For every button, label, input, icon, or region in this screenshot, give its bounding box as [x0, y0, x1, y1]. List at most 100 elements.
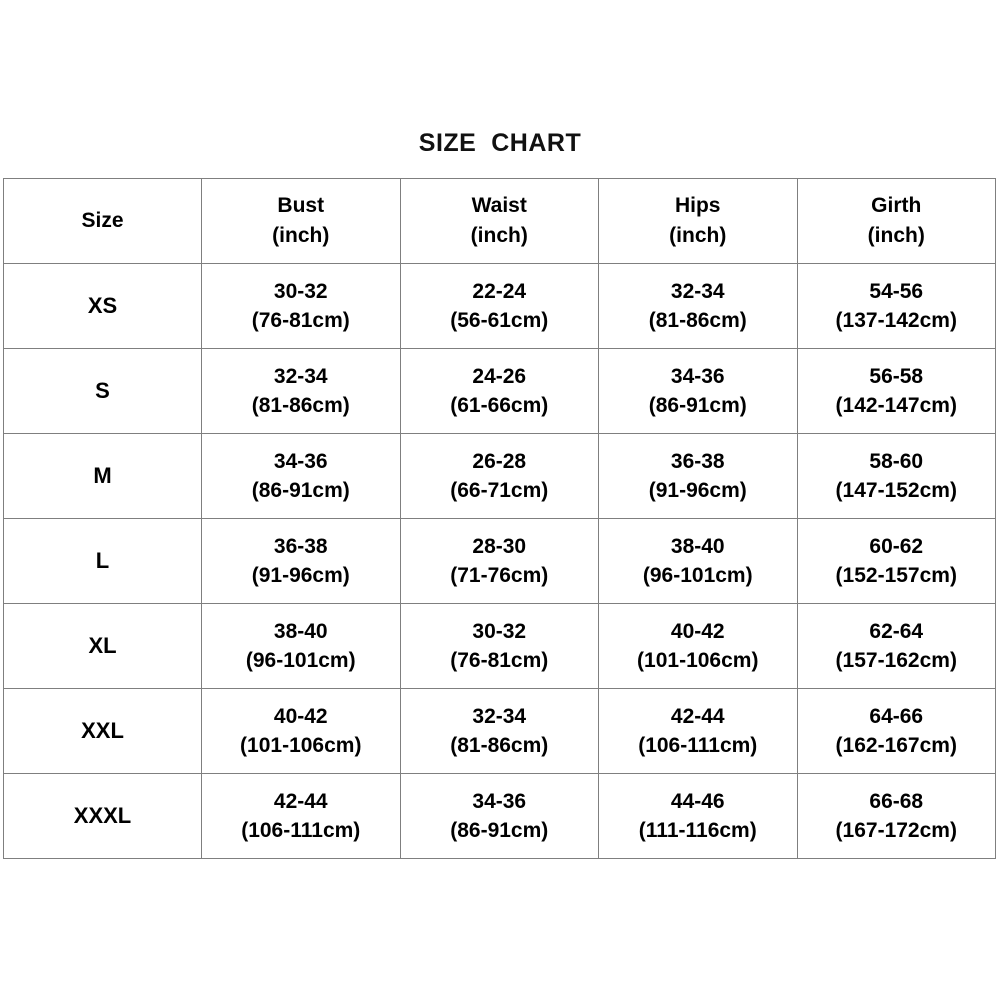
waist-inch: 34-36 [472, 790, 527, 813]
cell-girth: 54-56 (137-142cm) [796, 263, 996, 349]
cell-waist: 32-34 (81-86cm) [399, 688, 599, 774]
waist-cm: (61-66cm) [450, 394, 549, 417]
girth-inch: 66-68 [869, 790, 924, 813]
cell-girth: 60-62 (152-157cm) [796, 518, 996, 604]
column-header-girth-label: Girth [871, 194, 922, 217]
column-header-waist-label: Waist [471, 194, 527, 217]
hips-inch: 36-38 [670, 450, 725, 473]
cell-bust: 40-42 (101-106cm) [201, 688, 401, 774]
size-label: L [95, 548, 110, 573]
girth-cm: (157-162cm) [835, 649, 957, 672]
size-label: XL [88, 633, 117, 658]
girth-cm: (152-157cm) [835, 564, 957, 587]
column-header-size-label: Size [81, 209, 124, 232]
girth-cm: (162-167cm) [835, 734, 957, 757]
waist-inch: 22-24 [472, 280, 527, 303]
waist-cm: (71-76cm) [450, 564, 549, 587]
hips-cm: (86-91cm) [648, 394, 747, 417]
column-header-hips-label: Hips [674, 194, 721, 217]
cell-size: L [3, 518, 202, 604]
hips-inch: 34-36 [670, 365, 725, 388]
cell-hips: 38-40 (96-101cm) [598, 518, 798, 604]
table-row: M 34-36 (86-91cm) 26-28 (66-71cm) 36-38 … [3, 433, 996, 519]
bust-cm: (106-111cm) [241, 819, 361, 842]
bust-cm: (81-86cm) [251, 394, 350, 417]
column-header-bust-unit: (inch) [272, 224, 330, 247]
waist-cm: (76-81cm) [450, 649, 549, 672]
cell-hips: 34-36 (86-91cm) [598, 348, 798, 434]
column-header-hips: Hips (inch) [598, 178, 798, 264]
hips-inch: 32-34 [670, 280, 725, 303]
waist-cm: (56-61cm) [450, 309, 549, 332]
waist-cm: (86-91cm) [450, 819, 549, 842]
size-label: XXL [81, 718, 124, 743]
column-header-waist-unit: (inch) [470, 224, 528, 247]
girth-cm: (167-172cm) [835, 819, 957, 842]
table-header-row: Size Bust (inch) Waist (inch) Hips (inch… [3, 178, 996, 264]
waist-inch: 26-28 [472, 450, 527, 473]
table-row: XXL 40-42 (101-106cm) 32-34 (81-86cm) 42… [3, 688, 996, 774]
column-header-size: Size [3, 178, 202, 264]
table-row: L 36-38 (91-96cm) 28-30 (71-76cm) 38-40 … [3, 518, 996, 604]
cell-waist: 34-36 (86-91cm) [399, 773, 599, 859]
girth-cm: (142-147cm) [835, 394, 957, 417]
cell-size: M [3, 433, 202, 519]
column-header-bust-label: Bust [277, 194, 325, 217]
girth-cm: (137-142cm) [835, 309, 957, 332]
bust-cm: (86-91cm) [251, 479, 350, 502]
cell-bust: 30-32 (76-81cm) [201, 263, 401, 349]
cell-size: S [3, 348, 202, 434]
cell-hips: 36-38 (91-96cm) [598, 433, 798, 519]
girth-inch: 62-64 [869, 620, 924, 643]
column-header-bust: Bust (inch) [201, 178, 401, 264]
column-header-hips-unit: (inch) [669, 224, 727, 247]
cell-hips: 42-44 (106-111cm) [598, 688, 798, 774]
cell-girth: 58-60 (147-152cm) [796, 433, 996, 519]
table-row: XL 38-40 (96-101cm) 30-32 (76-81cm) 40-4… [3, 603, 996, 689]
girth-inch: 64-66 [869, 705, 924, 728]
hips-inch: 38-40 [670, 535, 725, 558]
hips-cm: (81-86cm) [648, 309, 747, 332]
cell-hips: 44-46 (111-116cm) [598, 773, 798, 859]
size-chart-table: Size Bust (inch) Waist (inch) Hips (inch… [3, 178, 996, 859]
column-header-waist: Waist (inch) [399, 178, 599, 264]
bust-inch: 32-34 [273, 365, 328, 388]
waist-cm: (81-86cm) [450, 734, 549, 757]
cell-bust: 36-38 (91-96cm) [201, 518, 401, 604]
cell-bust: 38-40 (96-101cm) [201, 603, 401, 689]
bust-inch: 36-38 [273, 535, 328, 558]
hips-cm: (96-101cm) [642, 564, 753, 587]
girth-cm: (147-152cm) [835, 479, 957, 502]
cell-bust: 42-44 (106-111cm) [201, 773, 401, 859]
waist-inch: 28-30 [472, 535, 527, 558]
hips-inch: 42-44 [670, 705, 725, 728]
size-label: XS [87, 293, 118, 318]
hips-cm: (101-106cm) [637, 649, 759, 672]
cell-hips: 40-42 (101-106cm) [598, 603, 798, 689]
hips-inch: 40-42 [670, 620, 725, 643]
page-title: SIZE CHART [418, 129, 582, 157]
hips-cm: (91-96cm) [648, 479, 747, 502]
cell-size: XXXL [3, 773, 202, 859]
size-label: XXXL [73, 803, 132, 828]
cell-bust: 32-34 (81-86cm) [201, 348, 401, 434]
cell-girth: 66-68 (167-172cm) [796, 773, 996, 859]
cell-girth: 64-66 (162-167cm) [796, 688, 996, 774]
cell-waist: 28-30 (71-76cm) [399, 518, 599, 604]
cell-size: XXL [3, 688, 202, 774]
girth-inch: 60-62 [869, 535, 924, 558]
table-row: S 32-34 (81-86cm) 24-26 (61-66cm) 34-36 … [3, 348, 996, 434]
hips-cm: (106-111cm) [638, 734, 758, 757]
cell-girth: 62-64 (157-162cm) [796, 603, 996, 689]
bust-cm: (76-81cm) [251, 309, 350, 332]
size-label: S [95, 378, 110, 403]
column-header-girth: Girth (inch) [796, 178, 996, 264]
girth-inch: 54-56 [869, 280, 924, 303]
column-header-girth-unit: (inch) [867, 224, 925, 247]
bust-inch: 30-32 [273, 280, 328, 303]
cell-waist: 26-28 (66-71cm) [399, 433, 599, 519]
hips-inch: 44-46 [670, 790, 725, 813]
cell-waist: 22-24 (56-61cm) [399, 263, 599, 349]
waist-inch: 24-26 [472, 365, 527, 388]
